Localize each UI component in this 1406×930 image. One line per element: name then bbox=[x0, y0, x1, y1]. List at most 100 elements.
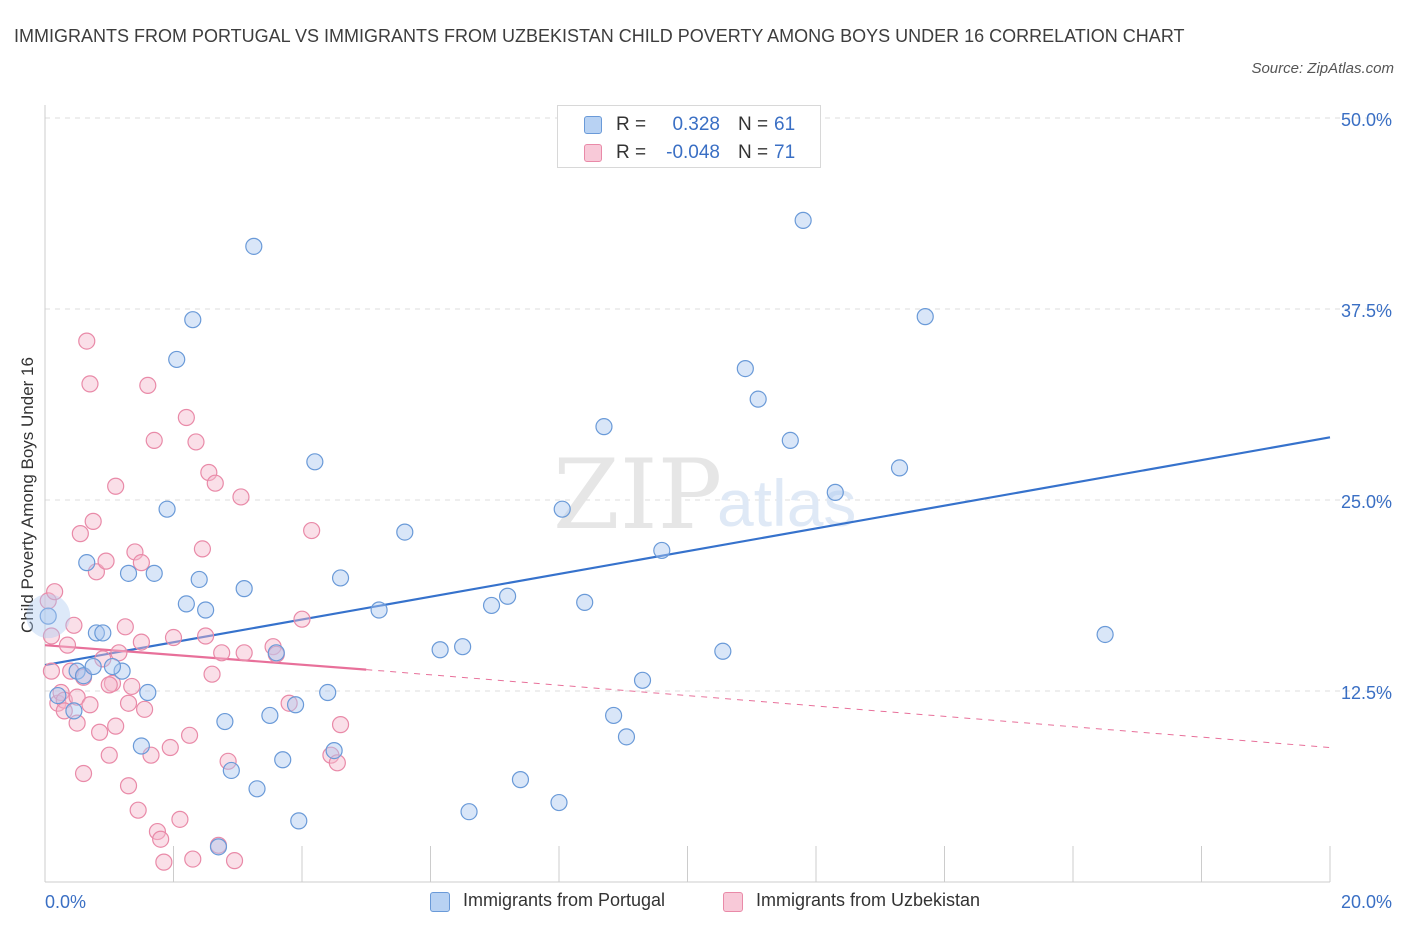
x-tick-label: 0.0% bbox=[45, 892, 86, 912]
portugal-point bbox=[826, 483, 844, 501]
portugal-point bbox=[209, 838, 228, 856]
uzbekistan-point bbox=[81, 375, 99, 393]
uzbekistan-point bbox=[78, 332, 96, 350]
portugal-point bbox=[890, 459, 909, 477]
portugal-point-large bbox=[26, 594, 71, 639]
portugal-point bbox=[916, 308, 934, 326]
portugal-point bbox=[286, 696, 305, 714]
portugal-point bbox=[261, 706, 279, 725]
uzbekistan-point bbox=[145, 431, 163, 450]
portugal-point bbox=[119, 564, 138, 582]
uzbekistan-point bbox=[107, 477, 125, 495]
watermark-zip: ZIP bbox=[553, 439, 722, 551]
uzbekistan-point bbox=[129, 801, 147, 819]
portugal-point bbox=[267, 644, 285, 662]
uzbekistan-point bbox=[46, 583, 64, 601]
uzbekistan-point bbox=[187, 433, 205, 451]
uzbekistan-point bbox=[119, 694, 138, 712]
uzbekistan-point bbox=[74, 764, 93, 783]
portugal-point bbox=[553, 500, 571, 518]
uzbekistan-point bbox=[123, 677, 141, 696]
portugal-point bbox=[595, 418, 613, 436]
portugal-point bbox=[1096, 625, 1114, 644]
uzbekistan-point bbox=[139, 376, 157, 394]
portugal-point bbox=[454, 638, 472, 656]
stats-row-uzbekistan: R = -0.048 N = 71 bbox=[558, 138, 820, 164]
portugal-point bbox=[84, 657, 102, 676]
portugal-point bbox=[482, 596, 501, 615]
portugal-point bbox=[65, 702, 83, 720]
uzbekistan-point bbox=[58, 636, 77, 654]
chart-source: Source: ZipAtlas.com bbox=[1251, 60, 1394, 77]
uzbekistan-point bbox=[171, 810, 189, 828]
portugal-point bbox=[132, 737, 150, 755]
uzbekistan-trend-extension bbox=[366, 669, 1331, 749]
portugal-point bbox=[177, 595, 195, 613]
portugal-point bbox=[87, 624, 106, 642]
uzbekistan-point bbox=[65, 616, 83, 634]
portugal-point bbox=[653, 541, 671, 560]
portugal-point bbox=[749, 390, 767, 408]
axes bbox=[44, 105, 1331, 883]
portugal-swatch bbox=[584, 116, 602, 134]
uzbekistan-point bbox=[193, 540, 212, 558]
uzbekistan-point bbox=[280, 694, 298, 712]
portugal-point bbox=[184, 311, 202, 329]
uzbekistan-point bbox=[200, 463, 218, 482]
portugal-point bbox=[736, 359, 754, 378]
tick-labels: 12.5% 25.0% 37.5% 50.0% 0.0% 20.0% bbox=[45, 110, 1392, 912]
portugal-point bbox=[235, 580, 253, 598]
n-label: N = bbox=[738, 114, 769, 135]
uzbekistan-point bbox=[107, 717, 125, 735]
uzbekistan-legend-swatch bbox=[723, 892, 743, 912]
uzbekistan-point bbox=[161, 738, 179, 757]
uzbekistan-point bbox=[177, 408, 195, 427]
uzbekistan-point bbox=[81, 696, 99, 714]
uzbekistan-point bbox=[164, 628, 183, 647]
portugal-legend-swatch bbox=[430, 892, 450, 912]
uzbekistan-point bbox=[97, 552, 115, 570]
uzbekistan-point bbox=[331, 716, 350, 734]
portugal-point bbox=[396, 523, 414, 541]
uzbekistan-point bbox=[132, 633, 150, 651]
portugal-point bbox=[113, 662, 131, 680]
y-tick-label: 37.5% bbox=[1341, 301, 1392, 321]
uzbekistan-point bbox=[132, 554, 150, 572]
portugal-point bbox=[222, 761, 240, 780]
uzbekistan-point bbox=[197, 627, 215, 645]
n-label: N = bbox=[738, 142, 769, 163]
uzbekistan-point bbox=[55, 702, 73, 720]
uzbekistan-swatch bbox=[584, 144, 602, 162]
portugal-point bbox=[714, 642, 732, 660]
uzbekistan-point bbox=[293, 610, 311, 628]
portugal-point bbox=[94, 624, 112, 642]
portugal-point bbox=[319, 683, 337, 702]
uzbekistan-point bbox=[110, 644, 128, 662]
portugal-point bbox=[103, 657, 122, 676]
stats-row-portugal: R = 0.328 N = 61 bbox=[558, 110, 820, 136]
portugal-point bbox=[39, 607, 57, 625]
portugal-point bbox=[290, 812, 308, 830]
uzbekistan-point bbox=[42, 627, 61, 645]
portugal-point bbox=[168, 350, 186, 369]
uzbekistan-point bbox=[100, 676, 118, 694]
uzbekistan-point bbox=[184, 850, 202, 868]
stats-legend: R = 0.328 N = 61 R = -0.048 N = 71 bbox=[557, 105, 821, 168]
y-tick-label: 50.0% bbox=[1341, 110, 1392, 130]
uzbekistan-point bbox=[42, 662, 61, 680]
watermark: ZIP atlas bbox=[553, 439, 856, 551]
portugal-point bbox=[197, 601, 215, 619]
legend-label: Immigrants from Portugal bbox=[463, 890, 666, 910]
uzbekistan-point bbox=[91, 723, 109, 741]
uzbekistan-point bbox=[116, 618, 134, 636]
uzbekistan-point bbox=[119, 777, 138, 795]
x-tick-label: 20.0% bbox=[1341, 892, 1392, 912]
watermark-atlas: atlas bbox=[717, 466, 856, 540]
gridlines bbox=[45, 117, 1392, 692]
portugal-trend-line bbox=[44, 436, 1331, 667]
uzbekistan-point bbox=[68, 688, 86, 706]
portugal-point bbox=[325, 741, 343, 760]
portugal-point bbox=[576, 593, 594, 611]
legend-label: Immigrants from Uzbekistan bbox=[756, 890, 981, 910]
